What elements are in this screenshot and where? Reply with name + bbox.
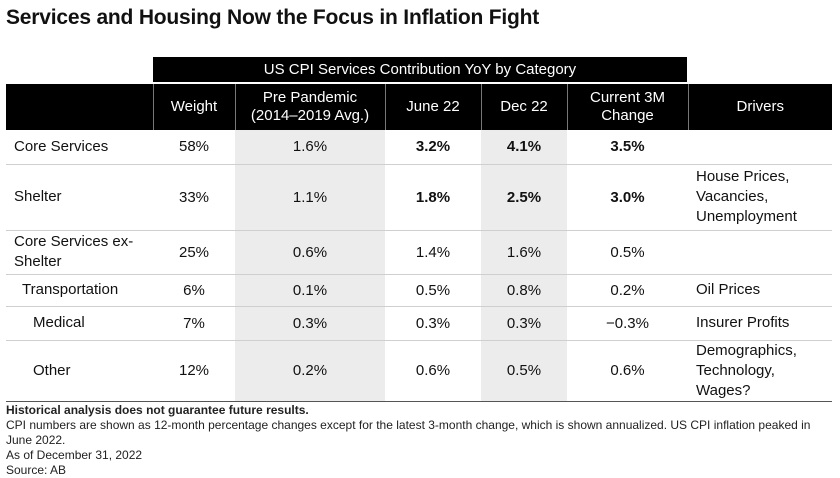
cell-pre-pandemic: 1.1% (235, 164, 385, 231)
header-june-22: June 22 (384, 84, 482, 130)
cell-dec-22: 4.1% (481, 130, 567, 165)
cell-june-22: 1.4% (385, 230, 481, 275)
cell-dec-22: 2.5% (481, 164, 567, 231)
cell-june-22: 1.8% (385, 164, 481, 231)
cell-pre-pandemic: 0.6% (235, 230, 385, 275)
header-drivers: Drivers (687, 84, 832, 130)
table-header-row: Weight Pre Pandemic (2014–2019 Avg.) Jun… (6, 84, 832, 130)
header-category (6, 84, 154, 130)
cell-dec-22: 0.3% (481, 306, 567, 341)
cell-current-3m: 0.5% (567, 230, 688, 275)
cell-weight: 25% (153, 230, 235, 275)
cell-category: Transportation (6, 274, 153, 307)
cpi-services-table: Weight Pre Pandemic (2014–2019 Avg.) Jun… (6, 84, 832, 402)
cell-drivers: House Prices, Vacancies, Unemployment (688, 164, 832, 231)
cell-drivers: Insurer Profits (688, 306, 832, 341)
cell-drivers (688, 130, 832, 165)
cell-dec-22: 0.8% (481, 274, 567, 307)
cell-current-3m: 0.6% (567, 340, 688, 402)
cell-june-22: 0.3% (385, 306, 481, 341)
cell-current-3m: 3.5% (567, 130, 688, 165)
cell-category: Other (6, 340, 153, 402)
cell-drivers (688, 230, 832, 275)
cell-weight: 33% (153, 164, 235, 231)
disclaimer-note: Historical analysis does not guarantee f… (6, 403, 309, 417)
cell-current-3m: −0.3% (567, 306, 688, 341)
cell-pre-pandemic: 1.6% (235, 130, 385, 165)
cell-category: Medical (6, 306, 153, 341)
header-current-3m: Current 3M Change (566, 84, 689, 130)
header-dec-22: Dec 22 (480, 84, 568, 130)
cell-drivers: Oil Prices (688, 274, 832, 307)
cell-june-22: 0.6% (385, 340, 481, 402)
header-pre-pandemic: Pre Pandemic (2014–2019 Avg.) (234, 84, 386, 130)
cell-category: Core Services ex- Shelter (6, 230, 153, 275)
methodology-note: CPI numbers are shown as 12-month percen… (6, 418, 811, 447)
table-row: Core Services 58% 1.6% 3.2% 4.1% 3.5% (6, 130, 832, 165)
cell-dec-22: 1.6% (481, 230, 567, 275)
cell-drivers: Demographics, Technology, Wages? (688, 340, 832, 402)
cell-dec-22: 0.5% (481, 340, 567, 402)
cell-weight: 58% (153, 130, 235, 165)
cell-category: Shelter (6, 164, 153, 231)
cell-weight: 6% (153, 274, 235, 307)
table-row: Transportation 6% 0.1% 0.5% 0.8% 0.2% Oil Pric… (6, 274, 832, 307)
cell-june-22: 0.5% (385, 274, 481, 307)
footnotes: Historical analysis does not guarantee f… (6, 403, 832, 478)
table-super-header: US CPI Services Contribution YoY by Cate… (153, 57, 687, 82)
table-row: Other 12% 0.2% 0.6% 0.5% 0.6% Demographics, Te… (6, 340, 832, 402)
table-row: Medical 7% 0.3% 0.3% 0.3% −0.3% Insurer Profit… (6, 306, 832, 341)
source-note: Source: AB (6, 463, 67, 477)
cell-pre-pandemic: 0.1% (235, 274, 385, 307)
cell-weight: 7% (153, 306, 235, 341)
cell-pre-pandemic: 0.2% (235, 340, 385, 402)
page-title: Services and Housing Now the Focus in In… (6, 6, 540, 29)
cell-category: Core Services (6, 130, 153, 165)
cell-june-22: 3.2% (385, 130, 481, 165)
cell-pre-pandemic: 0.3% (235, 306, 385, 341)
table-row: Shelter 33% 1.1% 1.8% 2.5% 3.0% House Prices, … (6, 164, 832, 231)
as-of-date-note: As of December 31, 2022 (6, 448, 143, 462)
cell-current-3m: 3.0% (567, 164, 688, 231)
table-row: Core Services ex- Shelter 25% 0.6% 1.4% 1.6%… (6, 230, 832, 275)
cell-current-3m: 0.2% (567, 274, 688, 307)
header-weight: Weight (152, 84, 236, 130)
cell-weight: 12% (153, 340, 235, 402)
